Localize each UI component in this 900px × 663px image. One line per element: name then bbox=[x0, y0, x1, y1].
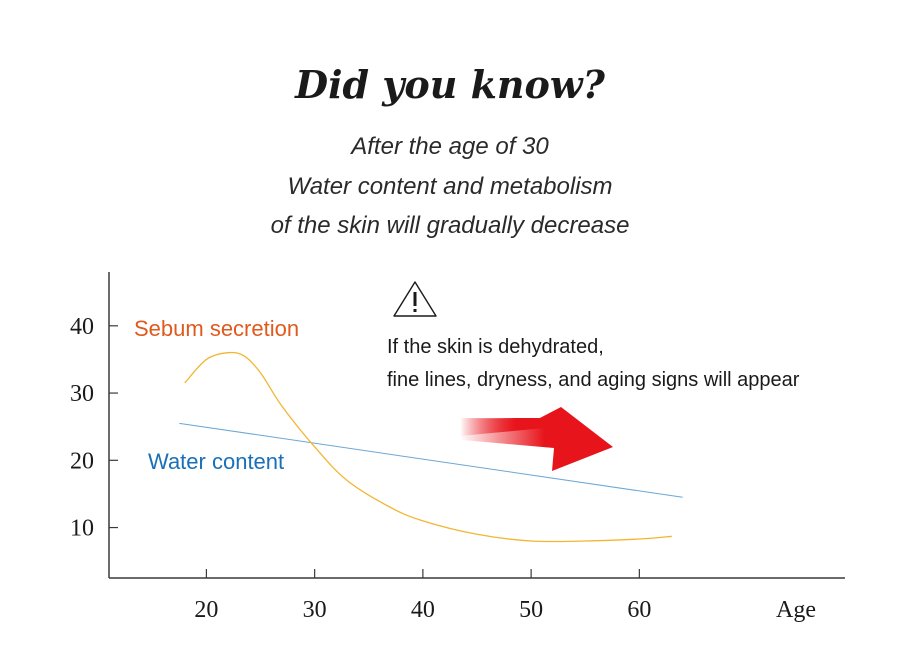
subtitle-line-3: of the skin will gradually decrease bbox=[270, 212, 630, 239]
y-tick-label: 40 bbox=[70, 314, 94, 340]
series-line-water-content bbox=[179, 422, 683, 498]
x-ticks: 20 30 40 50 60 bbox=[194, 569, 651, 623]
x-tick-label: 20 bbox=[194, 597, 218, 623]
y-tick-label: 10 bbox=[70, 516, 94, 542]
subtitle-line-2: Water content and metabolism bbox=[287, 173, 613, 200]
x-tick-label: 40 bbox=[411, 597, 435, 623]
y-tick-label: 20 bbox=[70, 448, 94, 474]
series-label-water-content: Water content bbox=[148, 449, 284, 474]
x-axis-title: Age bbox=[776, 597, 816, 623]
warning-triangle-icon bbox=[393, 281, 437, 317]
series-line-sebum-secretion bbox=[184, 351, 672, 543]
x-tick-label: 60 bbox=[627, 597, 651, 623]
trend-arrow-icon bbox=[460, 407, 613, 471]
warning-text-line-1: If the skin is dehydrated, bbox=[387, 336, 604, 358]
warning-text-line-2: fine lines, dryness, and aging signs wil… bbox=[387, 369, 800, 391]
y-tick-label: 30 bbox=[70, 381, 94, 407]
x-tick-label: 30 bbox=[303, 597, 327, 623]
x-tick-label: 50 bbox=[519, 597, 543, 623]
y-ticks: 10 20 30 40 bbox=[70, 314, 118, 542]
subtitle-line-1: After the age of 30 bbox=[351, 133, 549, 160]
page-title: Did you know? bbox=[295, 62, 605, 107]
series-label-sebum-secretion: Sebum secretion bbox=[134, 316, 299, 341]
